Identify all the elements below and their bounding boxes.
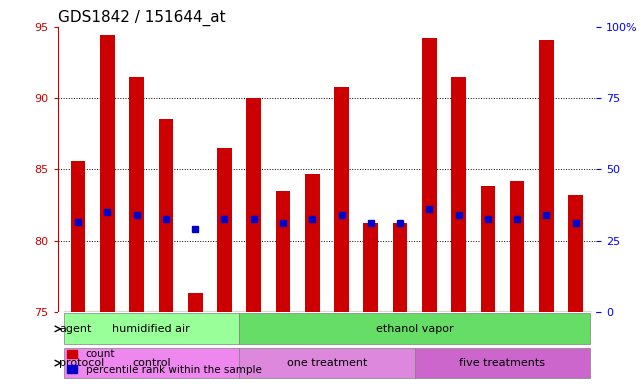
Bar — [246, 98, 261, 312]
Text: one treatment: one treatment — [287, 358, 367, 368]
Bar — [422, 38, 437, 312]
Bar — [510, 181, 524, 312]
FancyBboxPatch shape — [415, 348, 590, 379]
FancyBboxPatch shape — [63, 348, 239, 379]
FancyBboxPatch shape — [239, 313, 590, 344]
Text: control: control — [132, 358, 171, 368]
Bar — [276, 191, 290, 312]
Bar — [569, 195, 583, 312]
Bar — [217, 148, 232, 312]
Text: ethanol vapor: ethanol vapor — [376, 324, 454, 334]
Bar — [451, 77, 466, 312]
Text: humidified air: humidified air — [112, 324, 190, 334]
Bar — [363, 223, 378, 312]
Bar — [393, 223, 408, 312]
Text: GDS1842 / 151644_at: GDS1842 / 151644_at — [58, 9, 226, 25]
Bar — [188, 293, 203, 312]
Bar — [305, 174, 320, 312]
Legend: count, percentile rank within the sample: count, percentile rank within the sample — [63, 345, 266, 379]
Bar — [100, 35, 115, 312]
Text: agent: agent — [59, 324, 92, 334]
Text: five treatments: five treatments — [460, 358, 545, 368]
Bar — [481, 186, 495, 312]
Bar — [159, 119, 173, 312]
Text: protocol: protocol — [59, 358, 104, 368]
FancyBboxPatch shape — [63, 313, 239, 344]
Bar — [71, 161, 85, 312]
Bar — [334, 87, 349, 312]
FancyBboxPatch shape — [239, 348, 415, 379]
Bar — [129, 77, 144, 312]
Bar — [539, 40, 554, 312]
